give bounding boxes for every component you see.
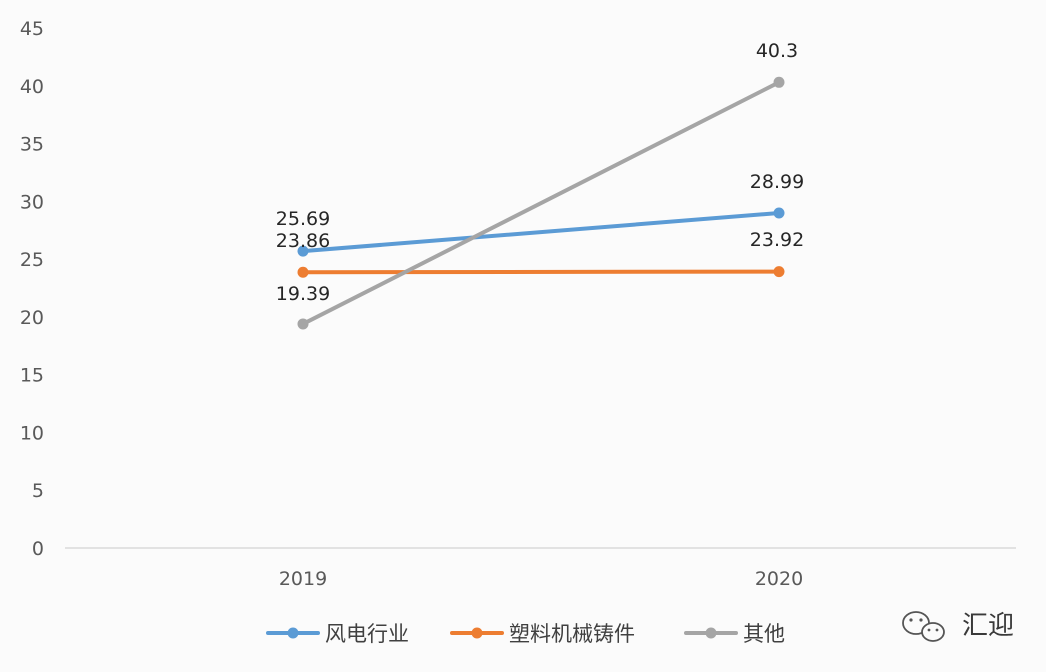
y-tick-label: 5: [32, 480, 44, 502]
data-label: 25.69: [276, 208, 330, 230]
x-axis: 2019 2020: [279, 568, 803, 590]
series-layer: [297, 76, 785, 330]
data-label: 28.99: [750, 171, 804, 193]
data-label: 19.39: [276, 283, 330, 305]
x-tick-label: 2020: [755, 568, 803, 590]
data-label: 23.92: [750, 229, 804, 251]
data-point: [773, 76, 785, 88]
data-point: [297, 266, 309, 278]
y-tick-label: 20: [20, 307, 44, 329]
legend-label: 其他: [743, 622, 785, 646]
y-tick-label: 40: [20, 76, 44, 98]
series-line-0: [301, 211, 781, 254]
y-tick-label: 30: [20, 191, 44, 213]
legend-label: 塑料机械铸件: [509, 622, 635, 646]
legend: 风电行业 塑料机械铸件 其他: [266, 622, 785, 646]
legend-item-2: 其他: [684, 622, 785, 646]
series-line-1: [301, 269, 781, 275]
watermark-text: 汇迎: [962, 611, 1014, 641]
legend-swatch-marker: [471, 627, 483, 639]
data-label: 40.3: [756, 40, 798, 62]
y-tick-label: 35: [20, 134, 44, 156]
data-label: 23.86: [276, 230, 330, 252]
legend-item-1: 塑料机械铸件: [450, 622, 635, 646]
watermark: 汇迎: [902, 611, 1014, 642]
data-point: [297, 318, 309, 330]
x-tick-label: 2019: [279, 568, 327, 590]
y-tick-label: 10: [20, 422, 44, 444]
legend-swatch-marker: [705, 627, 717, 639]
y-axis: 0 5 10 15 20 25 30 35 40 45: [20, 18, 44, 560]
data-labels: 25.69 28.99 23.86 23.92 19.39 40.3: [276, 40, 804, 305]
y-tick-label: 25: [20, 249, 44, 271]
data-point: [297, 245, 309, 257]
legend-swatch-marker: [287, 627, 299, 639]
legend-label: 风电行业: [325, 622, 409, 646]
legend-item-0: 风电行业: [266, 622, 409, 646]
y-tick-label: 45: [20, 18, 44, 40]
wechat-icon: [902, 611, 945, 642]
data-point: [773, 266, 785, 278]
y-tick-label: 0: [32, 538, 44, 560]
data-point: [773, 207, 785, 219]
series-line-2: [301, 80, 781, 326]
y-tick-label: 15: [20, 365, 44, 387]
